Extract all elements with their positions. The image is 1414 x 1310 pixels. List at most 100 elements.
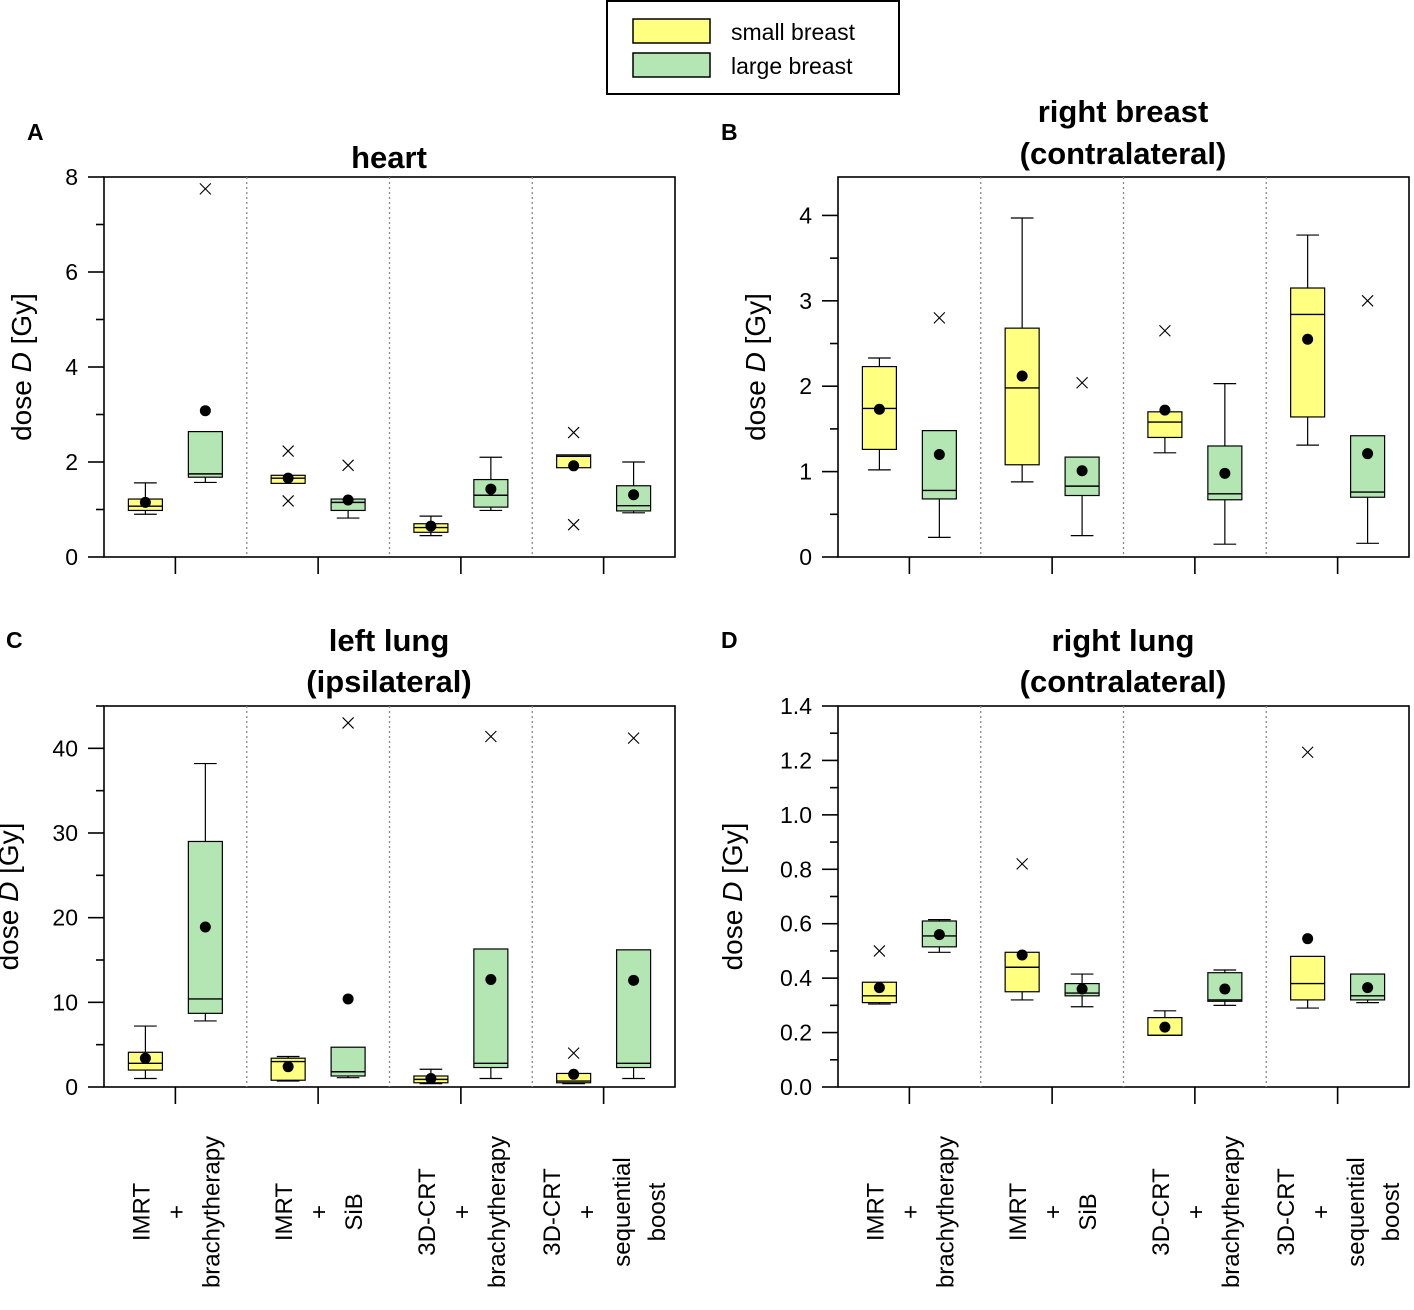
box-small	[413, 515, 449, 537]
y-tick-label: 0	[65, 544, 78, 570]
mean-marker	[485, 973, 497, 985]
panel-label: B	[721, 119, 738, 145]
mean-marker	[425, 1073, 437, 1085]
box-small	[270, 445, 306, 507]
category-label: 3D-CRT	[1273, 1168, 1300, 1256]
y-tick-label: 3	[799, 288, 812, 314]
box-small	[556, 426, 592, 531]
y-tick-label: 0	[65, 1074, 78, 1100]
category-label: 3D-CRT	[539, 1168, 566, 1256]
panel-label: A	[27, 119, 44, 145]
category-label: +	[897, 1205, 924, 1219]
box	[1004, 327, 1040, 466]
box-small	[1004, 857, 1040, 1001]
outlier-marker	[1301, 746, 1314, 759]
panel-title: right lung	[1052, 623, 1195, 658]
y-tick-label: 1.2	[780, 747, 812, 773]
legend-frame	[606, 0, 900, 95]
mean-marker	[1076, 465, 1088, 477]
y-axis-label: dose D [Gy]	[0, 823, 24, 971]
box-large	[616, 732, 652, 1080]
box-large	[330, 717, 366, 1079]
outlier-marker	[627, 732, 640, 745]
mean-marker	[1219, 467, 1231, 479]
mean-marker	[139, 496, 151, 508]
category-label: brachytherapy	[932, 1136, 959, 1288]
box	[1290, 287, 1326, 418]
box-small	[127, 1025, 163, 1080]
mean-marker	[873, 982, 885, 994]
outlier-marker	[567, 518, 580, 531]
box-large	[1350, 973, 1386, 1004]
y-tick-label: 8	[65, 164, 78, 190]
box	[187, 431, 223, 478]
box-large	[921, 312, 957, 538]
outlier-marker	[1076, 376, 1088, 389]
y-tick-label: 0.0	[780, 1074, 812, 1100]
box	[921, 430, 957, 500]
box-small	[1290, 234, 1326, 446]
panel-title: (contralateral)	[1020, 664, 1227, 699]
box-small	[413, 1068, 449, 1085]
mean-marker	[568, 1068, 580, 1080]
y-tick-label: 2	[799, 373, 812, 399]
box-large	[1207, 969, 1243, 1006]
panel-title: heart	[351, 140, 427, 175]
outlier-marker	[567, 426, 580, 439]
outlier-marker	[873, 945, 886, 957]
mean-marker	[425, 520, 437, 532]
category-label: +	[1308, 1205, 1335, 1219]
category-label: +	[574, 1205, 601, 1219]
mean-marker	[139, 1052, 151, 1064]
category-label: sequential	[1343, 1157, 1370, 1266]
mean-marker	[628, 489, 640, 501]
panel-title: right breast	[1038, 94, 1209, 129]
box-small	[861, 357, 897, 471]
box-large	[921, 919, 957, 953]
box-small	[1004, 217, 1040, 483]
category-label: IMRT	[862, 1183, 889, 1242]
legend-swatch-small	[632, 18, 711, 44]
legend: small breast large breast	[606, 0, 900, 95]
y-tick-label: 4	[799, 202, 812, 228]
y-tick-label: 1	[799, 459, 812, 485]
outlier-marker	[1016, 857, 1029, 870]
box-large	[330, 459, 366, 519]
mean-marker	[1076, 983, 1088, 995]
mean-marker	[1219, 983, 1231, 995]
box-large	[1350, 294, 1386, 544]
y-tick-label: 1.0	[780, 802, 812, 828]
category-label: +	[1183, 1205, 1210, 1219]
y-tick-label: 40	[52, 735, 78, 761]
box-large	[1064, 973, 1100, 1008]
mean-marker	[628, 974, 640, 986]
panel-title: left lung	[329, 623, 450, 658]
category-label: boost	[644, 1182, 671, 1241]
box	[1147, 411, 1183, 439]
mean-marker	[282, 1061, 294, 1073]
box-small	[127, 482, 163, 515]
box	[616, 949, 652, 1069]
box-large	[1207, 383, 1243, 545]
category-label: IMRT	[128, 1183, 155, 1242]
panel-label: D	[721, 627, 738, 653]
mean-marker	[342, 494, 354, 506]
y-tick-label: 20	[52, 905, 78, 931]
category-label: IMRT	[1005, 1183, 1032, 1242]
box-large	[187, 182, 223, 484]
category-label: brachytherapy	[484, 1136, 511, 1288]
mean-marker	[1302, 933, 1314, 945]
box	[473, 948, 509, 1069]
mean-marker	[568, 460, 580, 472]
mean-marker	[1302, 333, 1314, 345]
box-large	[473, 456, 509, 512]
box-large	[1064, 376, 1100, 537]
outlier-marker	[199, 182, 212, 195]
box	[1350, 435, 1386, 498]
outlier-marker	[1159, 324, 1171, 337]
